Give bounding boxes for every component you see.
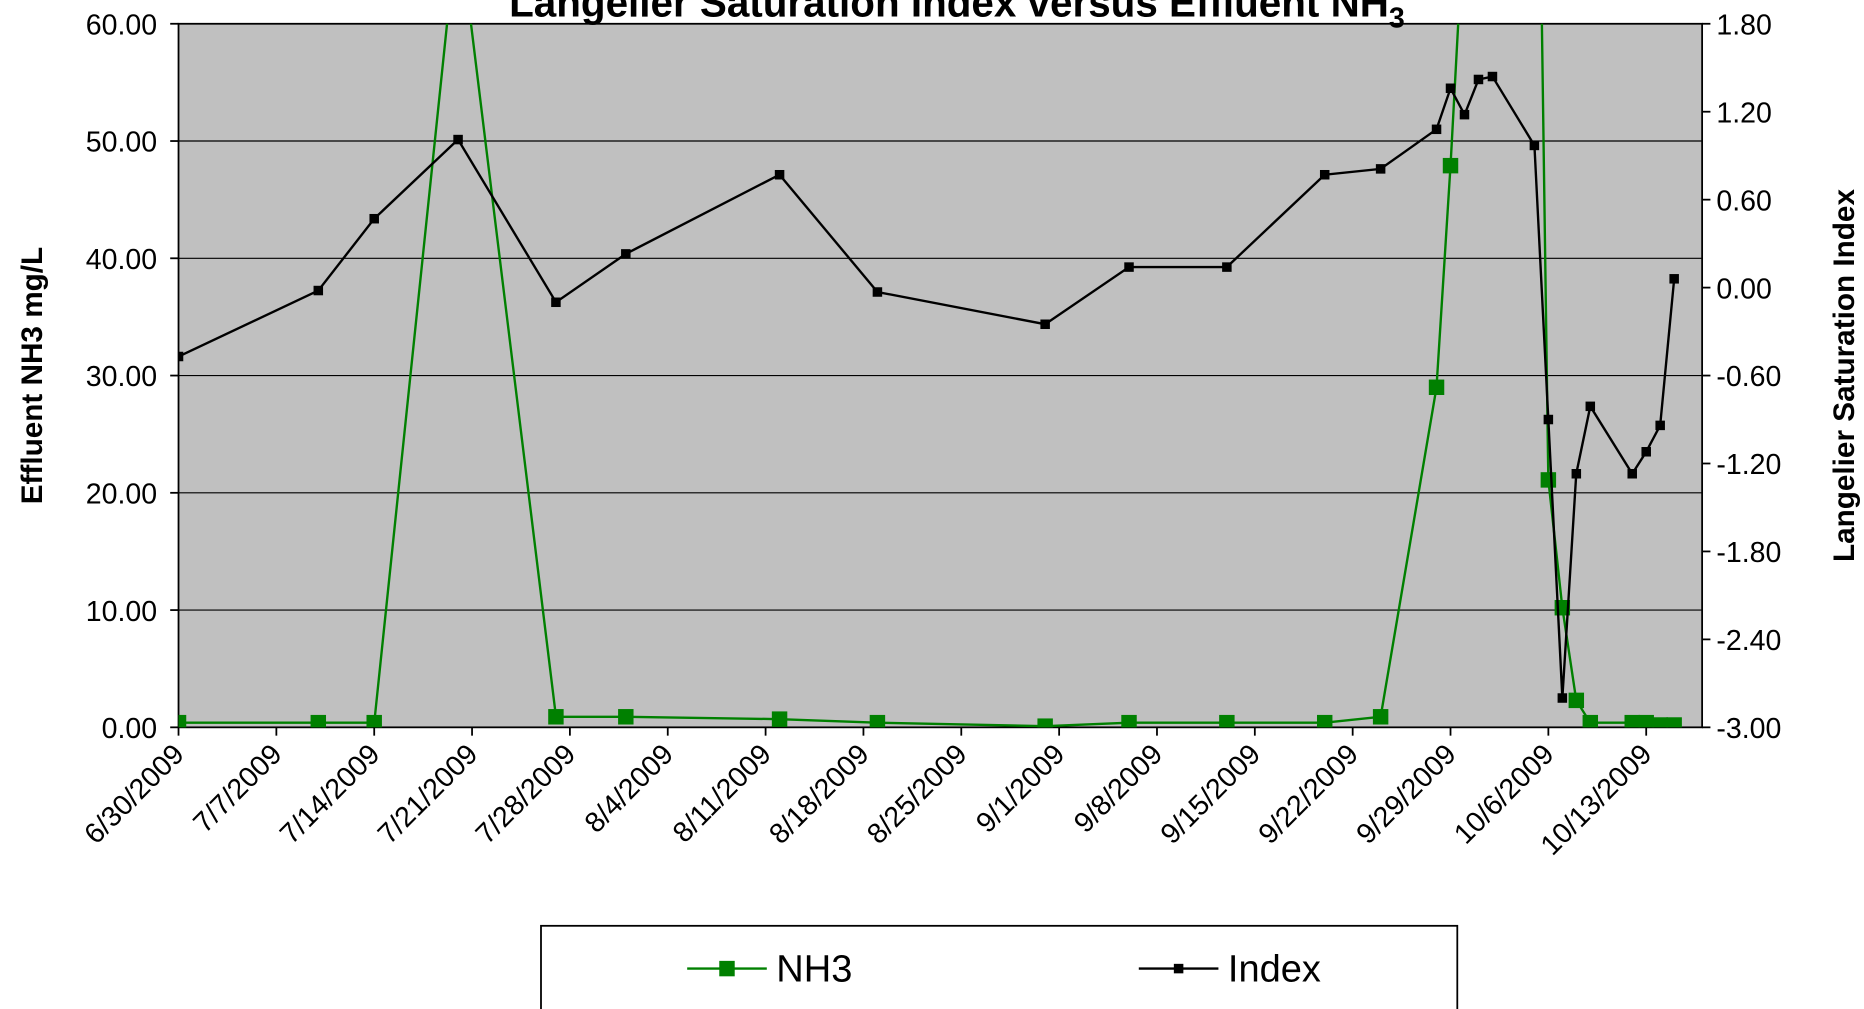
- marker: [1669, 274, 1679, 284]
- y2-tick-label: -1.80: [1716, 537, 1781, 569]
- marker: [869, 714, 886, 728]
- x-tick-label: 9/1/2009: [970, 738, 1071, 839]
- marker: [178, 351, 184, 362]
- x-tick-label: 7/28/2009: [470, 738, 582, 850]
- y2-axis-label: Langelier Saturation Index: [1828, 189, 1861, 562]
- x-tick-label: 9/15/2009: [1155, 738, 1267, 850]
- marker: [313, 285, 324, 296]
- marker: [1624, 714, 1640, 728]
- marker: [1582, 714, 1599, 728]
- marker: [1638, 714, 1654, 728]
- marker: [1473, 74, 1484, 85]
- y-tick-label: 50.00: [86, 127, 157, 159]
- marker: [1428, 379, 1445, 396]
- marker: [1666, 717, 1682, 728]
- y2-tick-label: 1.20: [1716, 97, 1772, 129]
- marker: [1372, 709, 1389, 725]
- y-tick-label: 40.00: [86, 244, 157, 276]
- x-tick-label: 7/7/2009: [187, 738, 288, 839]
- x-tick-label: 7/21/2009: [372, 738, 484, 850]
- marker: [366, 714, 382, 728]
- marker: [1459, 109, 1470, 120]
- title-main: Langelier Saturation Index versus Efflue…: [509, 0, 1389, 26]
- y2-tick-label: -2.40: [1716, 625, 1781, 657]
- marker: [1557, 693, 1568, 703]
- x-tick-label: 8/11/2009: [667, 738, 778, 849]
- legend-marker: [719, 960, 735, 977]
- x-tick-label: 7/14/2009: [274, 738, 386, 850]
- marker: [369, 213, 379, 224]
- marker: [1124, 262, 1134, 272]
- x-tick-label: 9/8/2009: [1068, 738, 1169, 839]
- marker: [548, 709, 564, 725]
- marker: [1652, 717, 1668, 728]
- y2-tick-label: -1.20: [1716, 449, 1781, 481]
- chart-title: Langelier Saturation Index versus Efflue…: [509, 0, 1405, 34]
- marker: [1529, 140, 1540, 151]
- marker: [1568, 692, 1585, 709]
- marker: [310, 714, 327, 728]
- y-tick-label: 60.00: [86, 9, 157, 41]
- legend-label: NH3: [776, 949, 852, 991]
- title-subscript: 3: [1389, 2, 1405, 34]
- y-axis-label: Effluent NH3 mg/L: [16, 247, 49, 504]
- marker: [1641, 447, 1651, 457]
- marker: [1442, 157, 1459, 174]
- marker: [774, 169, 785, 180]
- marker: [621, 249, 631, 259]
- marker: [1585, 401, 1596, 412]
- y2-tick-label: -3.00: [1716, 713, 1781, 745]
- marker: [1037, 718, 1053, 728]
- y2-tick-label: 0.00: [1716, 273, 1772, 305]
- marker: [1431, 124, 1442, 135]
- marker: [1655, 420, 1665, 431]
- marker: [551, 297, 561, 308]
- x-tick-label: 9/22/2009: [1252, 738, 1364, 850]
- marker: [1040, 319, 1050, 330]
- marker: [1627, 469, 1637, 479]
- x-tick-label: 8/18/2009: [763, 738, 875, 850]
- marker: [1487, 71, 1498, 82]
- legend-marker: [1173, 963, 1184, 974]
- marker: [1319, 169, 1330, 180]
- y-tick-label: 30.00: [86, 361, 157, 393]
- series-layer: [178, 23, 1682, 728]
- marker: [1316, 714, 1333, 728]
- x-tick-label: 6/30/2009: [78, 738, 190, 850]
- marker: [618, 709, 634, 725]
- marker: [1121, 714, 1137, 728]
- legend-label: Index: [1228, 949, 1321, 991]
- marker: [1375, 164, 1386, 174]
- marker: [1571, 469, 1582, 479]
- y2-tick-label: 0.60: [1716, 185, 1772, 217]
- x-tick-label: 9/29/2009: [1350, 738, 1462, 850]
- marker: [1445, 83, 1456, 94]
- marker: [453, 134, 463, 145]
- y-tick-label: 0.00: [102, 713, 158, 745]
- x-tick-label: 8/4/2009: [579, 738, 680, 839]
- marker: [1219, 714, 1235, 728]
- marker: [1222, 262, 1232, 272]
- marker: [1540, 472, 1557, 488]
- y2-tick-label: -0.60: [1716, 361, 1781, 393]
- marker: [1543, 414, 1554, 425]
- x-tick-label: 8/25/2009: [861, 738, 973, 850]
- marker: [872, 287, 883, 297]
- marker: [771, 711, 788, 727]
- y2-tick-label: 1.80: [1716, 9, 1772, 41]
- y-tick-label: 10.00: [86, 596, 157, 628]
- marker: [178, 714, 187, 728]
- legend: NH3 Index: [687, 949, 1321, 991]
- y-tick-label: 20.00: [86, 479, 157, 511]
